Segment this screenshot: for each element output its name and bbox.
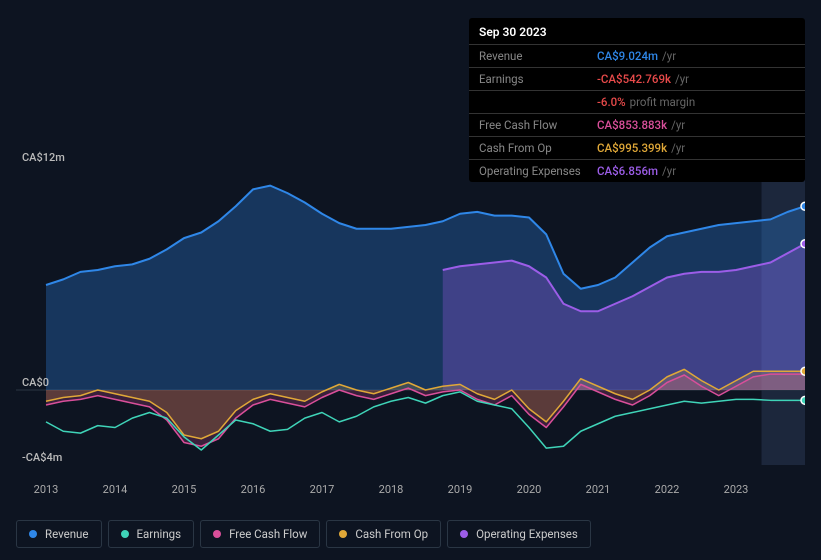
tooltip-metric-label: Free Cash Flow <box>479 118 597 132</box>
x-axis-label: 2023 <box>724 483 749 496</box>
x-axis-label: 2018 <box>379 483 404 496</box>
legend-dot-icon <box>339 530 347 538</box>
x-axis-label: 2019 <box>448 483 473 496</box>
x-axis-label: 2016 <box>241 483 266 496</box>
legend-dot-icon <box>121 530 129 538</box>
tooltip-metric-value: CA$853.883k <box>597 118 667 132</box>
tooltip-metric-label: Revenue <box>479 49 597 63</box>
legend-label: Cash From Op <box>355 527 428 541</box>
tooltip-row: Operating ExpensesCA$6.856m/yr <box>469 159 805 182</box>
y-axis-label: CA$0 <box>22 376 49 389</box>
tooltip-metric-suffix: /yr <box>662 49 676 63</box>
x-axis-label: 2017 <box>310 483 335 496</box>
legend-label: Earnings <box>137 527 182 541</box>
x-axis-label: 2020 <box>517 483 542 496</box>
tooltip-metric-label: Operating Expenses <box>479 164 597 178</box>
tooltip-row: Earnings-CA$542.769k/yr <box>469 67 805 90</box>
tooltip-row: Cash From OpCA$995.399k/yr <box>469 136 805 159</box>
tooltip-row: Free Cash FlowCA$853.883k/yr <box>469 113 805 136</box>
tooltip-metric-value: CA$6.856m <box>597 164 658 178</box>
tooltip-metric-label <box>479 95 597 109</box>
tooltip-metric-suffix: /yr <box>675 72 689 86</box>
legend-label: Free Cash Flow <box>229 527 307 541</box>
legend-item[interactable]: Revenue <box>16 520 102 548</box>
y-axis-label: CA$12m <box>22 151 65 164</box>
legend-item[interactable]: Free Cash Flow <box>200 520 320 548</box>
tooltip-metric-suffix: /yr <box>662 164 676 178</box>
tooltip-metric-value: -CA$542.769k <box>597 72 671 86</box>
legend-item[interactable]: Cash From Op <box>326 520 441 548</box>
x-axis-label: 2013 <box>34 483 59 496</box>
tooltip-metric-suffix: /yr <box>671 141 685 155</box>
tooltip-row: -6.0% profit margin <box>469 90 805 113</box>
legend-dot-icon <box>213 530 221 538</box>
tooltip-row: RevenueCA$9.024m/yr <box>469 44 805 67</box>
tooltip-metric-suffix: /yr <box>671 118 685 132</box>
tooltip-metric-suffix: profit margin <box>630 95 696 109</box>
legend-item[interactable]: Operating Expenses <box>447 520 591 548</box>
chart-legend: Revenue Earnings Free Cash Flow Cash From O… <box>16 520 591 548</box>
legend-label: Revenue <box>45 527 89 541</box>
tooltip-metric-value: CA$995.399k <box>597 141 667 155</box>
chart-tooltip: Sep 30 2023 RevenueCA$9.024m/yrEarnings-… <box>469 18 805 182</box>
x-axis-label: 2014 <box>103 483 128 496</box>
x-axis-label: 2015 <box>172 483 197 496</box>
legend-dot-icon <box>29 530 37 538</box>
legend-label: Operating Expenses <box>476 527 578 541</box>
x-axis-label: 2022 <box>655 483 680 496</box>
tooltip-metric-value: -6.0% <box>597 95 626 109</box>
tooltip-date: Sep 30 2023 <box>469 18 805 44</box>
tooltip-metric-value: CA$9.024m <box>597 49 658 63</box>
legend-dot-icon <box>460 530 468 538</box>
financial-chart[interactable] <box>16 165 805 510</box>
tooltip-metric-label: Cash From Op <box>479 141 597 155</box>
chart-canvas <box>16 165 805 510</box>
y-axis-label: -CA$4m <box>22 451 62 464</box>
x-axis-label: 2021 <box>586 483 611 496</box>
legend-item[interactable]: Earnings <box>108 520 195 548</box>
tooltip-metric-label: Earnings <box>479 72 597 86</box>
